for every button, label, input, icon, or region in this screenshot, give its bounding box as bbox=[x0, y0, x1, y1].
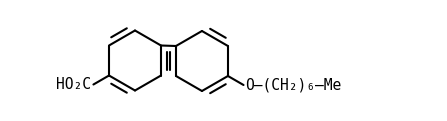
Text: HO₂C: HO₂C bbox=[56, 77, 92, 92]
Text: O—(CH₂)₆—Me: O—(CH₂)₆—Me bbox=[245, 77, 342, 92]
